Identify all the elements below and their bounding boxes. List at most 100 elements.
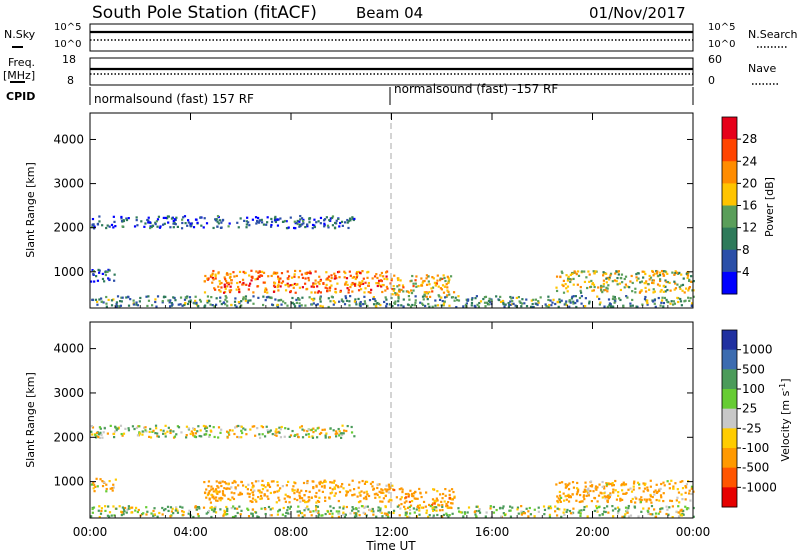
scatter-point	[226, 512, 229, 516]
scatter-point	[248, 492, 251, 496]
scatter-point	[441, 505, 444, 509]
scatter-point	[611, 280, 614, 283]
scatter-point	[337, 515, 341, 518]
scatter-point	[646, 299, 649, 302]
scatter-point	[419, 301, 422, 304]
scatter-point	[453, 299, 456, 302]
scatter-point	[624, 283, 627, 286]
scatter-point	[317, 511, 320, 515]
scatter-point	[258, 270, 261, 273]
scatter-point	[134, 509, 137, 512]
scatter-point	[622, 305, 625, 308]
scatter-point	[623, 277, 626, 281]
scatter-point	[619, 498, 622, 501]
scatter-point	[323, 223, 326, 227]
scatter-point	[420, 284, 424, 287]
scatter-point	[291, 488, 294, 491]
scatter-point	[99, 512, 103, 515]
scatter-point	[240, 480, 243, 484]
scatter-point	[251, 497, 255, 500]
scatter-point	[166, 430, 169, 433]
scatter-point	[602, 282, 605, 286]
scatter-point	[248, 284, 251, 287]
scatter-point	[618, 282, 621, 285]
scatter-point	[658, 284, 661, 287]
scatter-point	[195, 508, 198, 511]
scatter-point	[572, 295, 575, 298]
scatter-point	[465, 305, 468, 308]
scatter-point	[451, 512, 454, 515]
scatter-point	[338, 512, 341, 515]
scatter-point	[652, 508, 656, 511]
scatter-point	[438, 509, 442, 512]
colorbar-block	[722, 271, 737, 295]
scatter-point	[372, 297, 375, 300]
scatter-point	[250, 279, 253, 282]
scatter-point	[217, 285, 220, 288]
scatter-point	[449, 275, 453, 278]
scatter-point	[100, 297, 103, 300]
scatter-point	[267, 497, 270, 500]
scatter-point	[585, 488, 588, 492]
scatter-point	[176, 511, 180, 514]
scatter-point	[226, 273, 229, 276]
scatter-point	[230, 303, 233, 307]
scatter-point	[598, 297, 601, 301]
scatter-point	[214, 275, 217, 278]
scatter-point	[330, 295, 333, 298]
scatter-point	[227, 497, 230, 501]
scatter-point	[564, 302, 567, 305]
scatter-point	[679, 287, 682, 291]
nsky-panel: N.Sky 10^5 10^0 10^5 10^0 N.Search	[4, 22, 798, 52]
scatter-point	[332, 299, 335, 303]
scatter-point	[342, 300, 345, 303]
scatter-point	[296, 433, 299, 436]
scatter-point	[293, 275, 296, 278]
scatter-point	[652, 300, 655, 303]
scatter-point	[280, 425, 283, 429]
scatter-point	[303, 514, 306, 517]
scatter-point	[330, 274, 333, 277]
scatter-point	[122, 508, 126, 511]
scatter-point	[607, 497, 610, 500]
scatter-point	[681, 487, 685, 490]
scatter-point	[677, 272, 680, 275]
scatter-point	[216, 220, 219, 223]
scatter-point	[250, 269, 253, 272]
scatter-point	[221, 480, 224, 483]
scatter-point	[210, 515, 213, 519]
scatter-point	[236, 281, 239, 285]
scatter-point	[233, 492, 236, 495]
scatter-point	[278, 279, 281, 282]
scatter-point	[333, 487, 337, 490]
scatter-point	[318, 481, 321, 484]
scatter-point	[556, 300, 559, 304]
scatter-point	[122, 219, 125, 222]
scatter-point	[96, 223, 100, 226]
scatter-point	[508, 303, 511, 306]
scatter-point	[166, 505, 170, 508]
scatter-point	[646, 301, 649, 305]
scatter-point	[386, 488, 389, 491]
scatter-point	[308, 499, 311, 502]
scatter-point	[401, 488, 404, 491]
scatter-point	[321, 481, 324, 485]
scatter-point	[519, 301, 522, 304]
scatter-point	[547, 295, 550, 298]
scatter-point	[556, 500, 559, 503]
scatter-point	[648, 498, 651, 501]
scatter-point	[532, 298, 535, 301]
scatter-point	[670, 499, 674, 503]
scatter-point	[574, 271, 577, 274]
scatter-point	[596, 510, 599, 513]
scatter-point	[382, 275, 385, 278]
scatter-point	[537, 510, 540, 513]
scatter-point	[289, 290, 292, 293]
scatter-point	[552, 298, 555, 301]
scatter-point	[266, 484, 269, 487]
scatter-point	[205, 430, 208, 433]
scatter-point	[148, 435, 151, 438]
scatter-point	[150, 225, 153, 229]
scatter-point	[447, 281, 450, 284]
scatter-point	[515, 296, 518, 300]
